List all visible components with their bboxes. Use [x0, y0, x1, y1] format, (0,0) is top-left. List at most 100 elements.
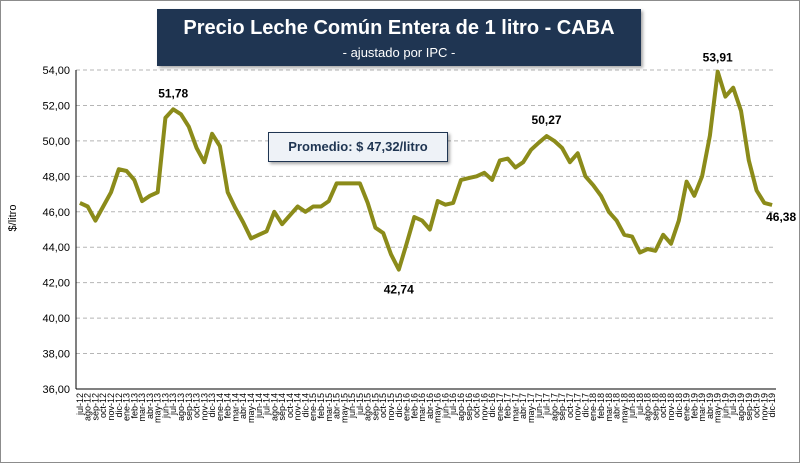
- x-tick-label: abr-18: [612, 393, 622, 419]
- x-tick-label: abr-16: [425, 393, 435, 419]
- x-tick-label: jul-19: [728, 393, 738, 416]
- x-tick-label: sep-18: [650, 393, 660, 421]
- y-tick-label: 48,00: [42, 171, 70, 183]
- x-tick-label: jun-16: [440, 393, 450, 419]
- x-tick-label: sep-16: [464, 393, 474, 421]
- y-axis-label: $/litro: [7, 205, 19, 232]
- x-tick-label: abr-19: [705, 393, 715, 419]
- average-label: Promedio: $ 47,32/litro: [268, 132, 448, 162]
- x-tick-label: ago-14: [269, 393, 279, 421]
- x-tick-label: oct-18: [658, 393, 668, 418]
- x-tick-label: jul-13: [168, 393, 178, 416]
- data-label: 53,91: [703, 51, 733, 65]
- x-tick-label: dic-15: [394, 393, 404, 418]
- series-line: [79, 69, 773, 272]
- x-tick-labels: jul-12ago-12sep-12oct-12nov-12dic-12ene-…: [75, 393, 777, 423]
- x-tick-label: nov-14: [293, 393, 303, 421]
- x-tick-label: sep-19: [744, 393, 754, 421]
- title-box: Precio Leche Común Entera de 1 litro - C…: [157, 9, 641, 66]
- x-tick-label: jun-13: [160, 393, 170, 419]
- x-tick-label: abr-13: [145, 393, 155, 419]
- x-tick-label: feb-19: [689, 393, 699, 419]
- x-tick-label: oct-16: [472, 393, 482, 418]
- y-tick-label: 50,00: [42, 136, 70, 148]
- y-tick-label: 38,00: [42, 349, 70, 361]
- x-tick-label: dic-18: [674, 393, 684, 418]
- x-tick-label: dic-12: [114, 393, 124, 418]
- x-tick-label: may-18: [619, 393, 629, 423]
- x-tick-label: oct-19: [752, 393, 762, 418]
- x-tick-label: mar-17: [510, 393, 520, 422]
- x-tick-label: abr-17: [518, 393, 528, 419]
- x-tick-label: ago-18: [643, 393, 653, 421]
- y-tick-label: 36,00: [42, 384, 70, 396]
- x-tick-label: jun-15: [347, 393, 357, 419]
- data-label: 46,38: [766, 210, 796, 224]
- y-tick-label: 44,00: [42, 242, 70, 254]
- x-tick-label: jul-14: [262, 393, 272, 416]
- x-tick-label: may-17: [526, 393, 536, 423]
- chart-subtitle: - ajustado por IPC -: [342, 45, 456, 60]
- x-tick-label: mar-16: [417, 393, 427, 422]
- x-tick-label: jun-17: [534, 393, 544, 419]
- x-tick-label: ene-19: [682, 393, 692, 421]
- data-annotations: 51,78 42,74 50,27 53,91 46,38: [158, 51, 796, 297]
- x-tick-label: feb-18: [596, 393, 606, 419]
- x-tick-label: feb-15: [316, 393, 326, 419]
- x-tick-label: ene-14: [215, 393, 225, 421]
- x-tick-label: ene-13: [122, 393, 132, 421]
- x-tick-label: jun-19: [720, 393, 730, 419]
- x-tick-label: may-14: [246, 393, 256, 423]
- x-tick-label: dic-14: [300, 393, 310, 418]
- x-tick-label: nov-12: [106, 393, 116, 421]
- x-tick-label: feb-13: [129, 393, 139, 419]
- x-tick-label: dic-13: [207, 393, 217, 418]
- x-tick-label: mar-18: [604, 393, 614, 422]
- x-tick-label: ago-17: [549, 393, 559, 421]
- x-tick-label: jul-17: [542, 393, 552, 416]
- x-tick-label: ago-16: [456, 393, 466, 421]
- x-tick-label: sep-14: [277, 393, 287, 421]
- x-tick-label: jul-15: [355, 393, 365, 416]
- x-tick-label: dic-16: [487, 393, 497, 418]
- data-label: 51,78: [158, 86, 188, 100]
- x-tick-label: jul-16: [448, 393, 458, 416]
- x-tick-label: feb-16: [409, 393, 419, 419]
- x-tick-label: oct-14: [285, 393, 295, 418]
- x-tick-label: feb-17: [503, 393, 513, 419]
- x-tick-label: feb-14: [223, 393, 233, 419]
- x-tick-label: jul-12: [75, 393, 85, 416]
- x-tick-label: ago-19: [736, 393, 746, 421]
- x-tick-label: may-15: [339, 393, 349, 423]
- x-tick-label: nov-15: [386, 393, 396, 421]
- y-tick-label: 54,00: [42, 65, 70, 77]
- x-tick-label: abr-15: [332, 393, 342, 419]
- x-tick-label: ago-13: [176, 393, 186, 421]
- y-tick-label: 40,00: [42, 313, 70, 325]
- y-tick-labels: 36,00 38,00 40,00 42,00 44,00 46,00 48,00 50,00…: [42, 65, 70, 396]
- x-tick-label: dic-19: [767, 393, 777, 418]
- data-label: 42,74: [384, 283, 414, 297]
- x-tick-label: nov-16: [479, 393, 489, 421]
- x-tick-label: may-19: [713, 393, 723, 423]
- y-tick-label: 46,00: [42, 207, 70, 219]
- x-tick-label: oct-12: [98, 393, 108, 418]
- data-label: 50,27: [532, 113, 562, 127]
- x-tick-label: sep-15: [370, 393, 380, 421]
- x-tick-label: jun-18: [627, 393, 637, 419]
- x-tick-label: ene-15: [308, 393, 318, 421]
- x-tick-label: mar-15: [324, 393, 334, 422]
- x-tick-label: mar-13: [137, 393, 147, 422]
- x-tick-label: oct-13: [192, 393, 202, 418]
- x-tick-label: sep-13: [184, 393, 194, 421]
- x-tick-label: nov-18: [666, 393, 676, 421]
- x-tick-label: oct-17: [565, 393, 575, 418]
- x-tick-label: ene-18: [588, 393, 598, 421]
- y-tick-label: 52,00: [42, 100, 70, 112]
- x-tick-label: jun-14: [254, 393, 264, 419]
- chart-title: Precio Leche Común Entera de 1 litro - C…: [183, 17, 615, 39]
- x-tick-label: nov-13: [199, 393, 209, 421]
- x-tick-label: abr-14: [238, 393, 248, 419]
